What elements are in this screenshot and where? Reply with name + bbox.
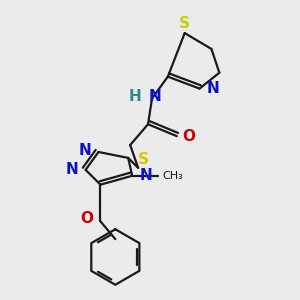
Text: O: O: [80, 211, 93, 226]
Text: N: N: [207, 81, 220, 96]
Text: O: O: [182, 129, 195, 144]
Text: S: S: [138, 152, 148, 167]
Text: H: H: [129, 89, 142, 104]
Text: N: N: [65, 162, 78, 177]
Text: S: S: [179, 16, 190, 31]
Text: N: N: [148, 89, 161, 104]
Text: N: N: [78, 142, 91, 158]
Text: N: N: [140, 168, 152, 183]
Text: CH₃: CH₃: [162, 171, 183, 181]
